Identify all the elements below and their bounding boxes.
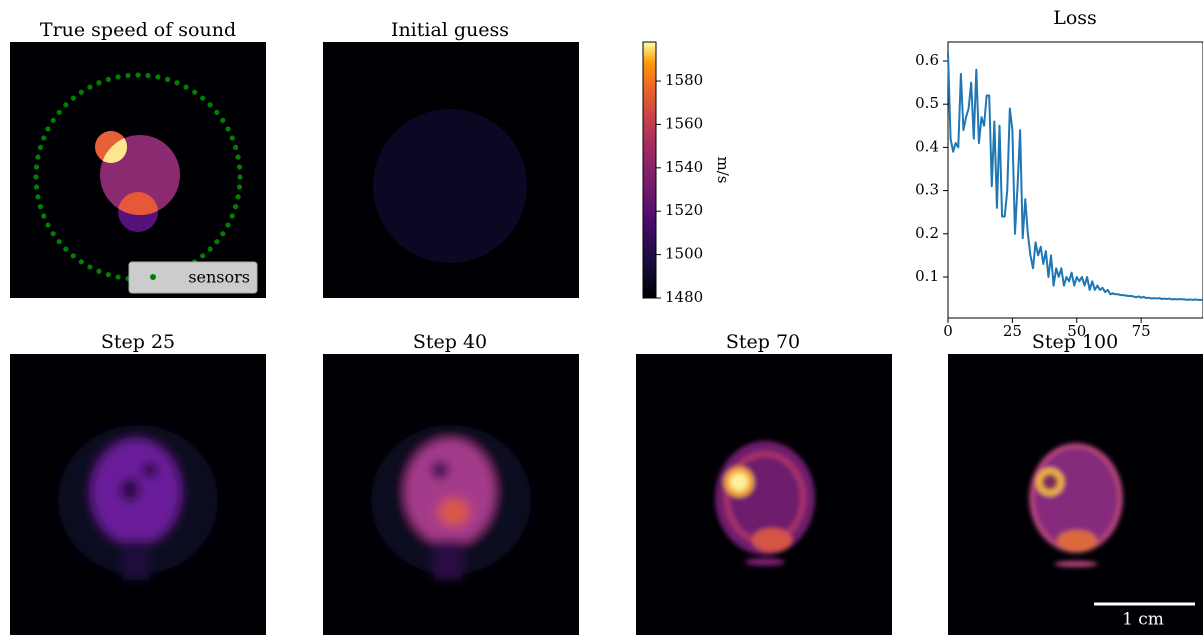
y-tick-label: 1500 — [665, 245, 703, 263]
initial-image — [323, 42, 579, 298]
sensor — [106, 272, 111, 277]
panel-title: Step 25 — [101, 331, 175, 353]
sensor — [41, 135, 46, 140]
sensor — [200, 96, 205, 101]
sensor — [87, 84, 92, 89]
sensor — [79, 259, 84, 264]
sensor — [225, 222, 230, 227]
sensor — [233, 204, 238, 209]
sensor — [200, 253, 205, 258]
panel-title: Initial guess — [391, 19, 509, 41]
sensor — [57, 110, 62, 115]
y-tick-label: 1580 — [665, 71, 703, 89]
sensor — [165, 77, 170, 82]
sensor — [96, 269, 101, 274]
sensor — [35, 194, 40, 199]
y-tick-label: 1560 — [665, 114, 703, 132]
y-tick-label: 0.4 — [915, 137, 939, 155]
y-tick-label: 0.1 — [915, 267, 939, 285]
x-tick-label: 25 — [1003, 322, 1022, 340]
x-tick-label: 0 — [943, 322, 953, 340]
sensor — [192, 90, 197, 95]
panel-title: Step 70 — [726, 331, 800, 353]
sensor — [79, 90, 84, 95]
true-image — [10, 42, 266, 298]
sensor — [230, 213, 235, 218]
colorbar-label: m/s — [714, 157, 732, 184]
y-tick-label: 1520 — [665, 201, 703, 219]
sensor — [230, 135, 235, 140]
sensor — [145, 73, 150, 78]
sensor — [106, 77, 111, 82]
sensor — [237, 184, 242, 189]
sensor — [38, 145, 43, 150]
step-image — [948, 354, 1203, 635]
sensor — [38, 204, 43, 209]
sensor — [214, 110, 219, 115]
y-tick-label: 1480 — [665, 288, 703, 306]
sensor — [237, 164, 242, 169]
sensor — [57, 239, 62, 244]
sensor — [51, 231, 56, 236]
panel-title: True speed of sound — [40, 19, 236, 41]
plot-frame — [948, 42, 1203, 318]
sensor — [125, 73, 130, 78]
loss-line — [948, 52, 1203, 299]
colorbar — [643, 42, 656, 298]
sensor — [220, 231, 225, 236]
sensor — [237, 174, 242, 179]
sensor — [225, 126, 230, 131]
sensor — [45, 222, 50, 227]
y-tick-label: 1540 — [665, 158, 703, 176]
sensor — [220, 118, 225, 123]
sensor — [208, 102, 213, 107]
panel-title: Step 40 — [413, 331, 487, 353]
sensor — [135, 72, 140, 77]
step-image — [636, 354, 892, 635]
sensor — [235, 155, 240, 160]
legend-label: sensors — [188, 268, 250, 287]
legend: sensors — [129, 262, 257, 293]
sensor — [174, 80, 179, 85]
sensor — [183, 84, 188, 89]
step-image — [10, 354, 266, 635]
x-tick-label: 50 — [1067, 322, 1086, 340]
x-tick-label: 75 — [1132, 322, 1151, 340]
y-tick-label: 0.6 — [915, 51, 939, 69]
sensor — [34, 164, 39, 169]
sensor — [35, 155, 40, 160]
sensor — [208, 247, 213, 252]
sensor — [71, 253, 76, 258]
sensor — [116, 274, 121, 279]
sensor — [41, 213, 46, 218]
sensor — [71, 96, 76, 101]
sensor — [214, 239, 219, 244]
sensor — [96, 80, 101, 85]
y-tick-label: 0.5 — [915, 94, 939, 112]
sensor — [63, 102, 68, 107]
sensor — [116, 74, 121, 79]
y-tick-label: 0.3 — [915, 181, 939, 199]
chart-title: Loss — [1053, 7, 1097, 29]
sensor — [34, 184, 39, 189]
sensor — [87, 264, 92, 269]
sensor — [155, 74, 160, 79]
sensor — [33, 174, 38, 179]
sensor — [45, 126, 50, 131]
sensor — [63, 247, 68, 252]
figure: True speed of sound Initial guess Step 2… — [0, 0, 1203, 635]
step-image — [323, 354, 579, 635]
scalebar-label: 1 cm — [1122, 610, 1164, 630]
sensor — [235, 194, 240, 199]
sensor — [51, 118, 56, 123]
sensor — [233, 145, 238, 150]
y-tick-label: 0.2 — [915, 224, 939, 242]
